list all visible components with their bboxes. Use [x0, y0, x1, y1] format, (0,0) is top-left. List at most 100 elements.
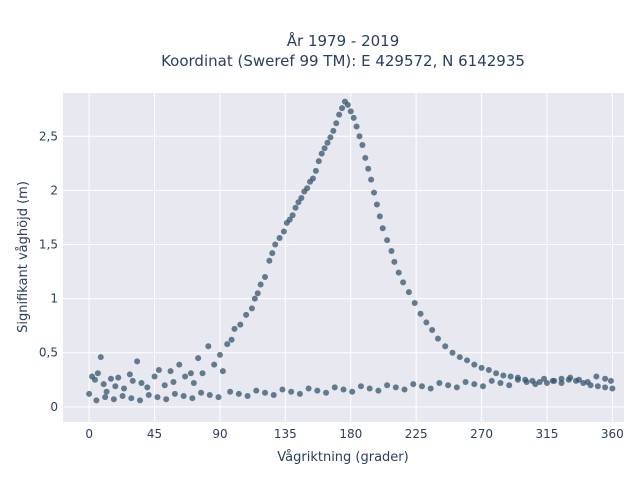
x-tick-label: 360	[601, 427, 624, 441]
data-point	[298, 194, 305, 201]
data-point	[541, 375, 548, 382]
data-point	[288, 388, 295, 395]
data-point	[434, 335, 441, 342]
plot-area	[63, 93, 624, 422]
data-point	[91, 376, 98, 383]
data-point	[270, 391, 277, 398]
data-point	[304, 185, 311, 192]
data-point	[227, 388, 234, 395]
data-point	[119, 393, 126, 400]
data-point	[86, 390, 93, 397]
y-tick-label: 1	[50, 292, 58, 306]
data-point	[594, 383, 601, 390]
data-point	[189, 395, 196, 402]
data-point	[262, 389, 269, 396]
data-point	[417, 310, 424, 317]
data-point	[318, 150, 325, 157]
data-point	[423, 319, 430, 326]
data-point	[405, 289, 412, 296]
data-point	[315, 158, 322, 165]
data-point	[100, 381, 107, 388]
data-point	[151, 373, 158, 380]
data-point	[359, 141, 366, 148]
data-point	[395, 269, 402, 276]
data-point	[411, 299, 418, 306]
data-point	[187, 370, 194, 377]
data-point	[161, 382, 168, 389]
data-point	[506, 382, 513, 389]
data-point	[323, 389, 330, 396]
data-point	[144, 384, 151, 391]
data-point	[280, 228, 287, 235]
data-point	[344, 101, 351, 108]
data-point	[410, 381, 417, 388]
x-tick-label: 315	[536, 427, 559, 441]
data-point	[453, 384, 460, 391]
data-point	[480, 383, 487, 390]
data-point	[195, 355, 202, 362]
data-point	[514, 376, 521, 383]
data-point	[376, 213, 383, 220]
y-tick-label: 2	[50, 183, 58, 197]
data-point	[373, 201, 380, 208]
x-tick-label: 0	[85, 427, 93, 441]
x-tick-label: 135	[274, 427, 297, 441]
y-axis-title: Signifikant våghöjd (m)	[16, 181, 31, 333]
data-point	[107, 375, 114, 382]
data-point	[324, 139, 331, 146]
data-point	[436, 380, 443, 387]
data-point	[243, 311, 250, 318]
x-tick-label: 180	[339, 427, 362, 441]
data-point	[103, 388, 110, 395]
data-point	[254, 290, 261, 297]
data-point	[391, 258, 398, 265]
data-point	[375, 387, 382, 394]
data-point	[182, 373, 189, 380]
data-point	[248, 305, 255, 312]
data-point	[401, 386, 408, 393]
x-tick-label: 270	[470, 427, 493, 441]
data-point	[464, 357, 471, 364]
data-point	[347, 108, 354, 115]
data-point	[312, 167, 319, 174]
data-point	[462, 378, 469, 385]
data-point	[126, 371, 133, 378]
data-point	[336, 111, 343, 118]
data-point	[216, 351, 223, 358]
data-point	[549, 377, 556, 384]
data-point	[97, 354, 104, 361]
data-point	[362, 154, 369, 161]
data-point	[112, 383, 119, 390]
data-point	[350, 114, 357, 121]
x-tick-label: 45	[147, 427, 162, 441]
data-point	[449, 349, 456, 356]
data-point	[327, 134, 334, 141]
data-point	[176, 361, 183, 368]
data-point	[262, 273, 269, 280]
y-tick-label: 1,5	[39, 238, 58, 252]
data-point	[198, 389, 205, 396]
data-point	[485, 367, 492, 374]
x-tick-label: 90	[212, 427, 227, 441]
data-point	[418, 383, 425, 390]
data-point	[269, 250, 276, 257]
data-point	[558, 375, 565, 382]
data-point	[154, 394, 161, 401]
data-point	[115, 374, 122, 381]
data-point	[349, 388, 356, 395]
data-point	[199, 370, 206, 377]
data-point	[543, 380, 550, 387]
data-point	[384, 237, 391, 244]
data-point	[388, 248, 395, 255]
data-point	[167, 368, 174, 375]
data-point	[321, 145, 328, 152]
data-point	[593, 373, 600, 380]
data-point	[137, 397, 144, 404]
data-point	[121, 385, 128, 392]
data-point	[296, 390, 303, 397]
chart-subtitle: Koordinat (Sweref 99 TM): E 429572, N 61…	[161, 52, 525, 70]
data-point	[609, 385, 616, 392]
data-point	[333, 120, 340, 127]
data-point	[129, 377, 136, 384]
